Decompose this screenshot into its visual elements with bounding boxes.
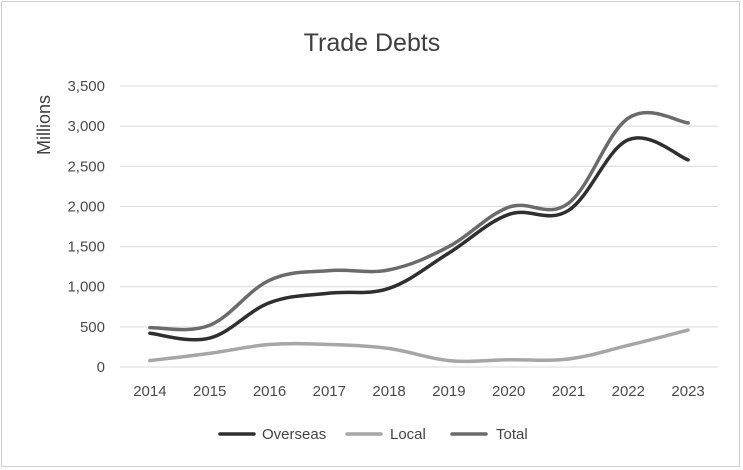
series-line-local <box>148 328 690 364</box>
legend-label-local: Local <box>390 426 426 443</box>
y-axis-ticks: 0 500 1,000 1,500 2,000 2,500 3,000 3,500 <box>67 78 105 376</box>
y-tick-label: 3,000 <box>67 118 105 135</box>
y-tick-label: 500 <box>80 319 105 336</box>
x-tick-label: 2015 <box>193 383 226 400</box>
legend-label-overseas: Overseas <box>262 426 326 443</box>
y-tick-label: 1,000 <box>67 279 105 296</box>
legend: Overseas Local Total <box>218 426 528 443</box>
y-tick-label: 2,000 <box>67 198 105 215</box>
x-axis-ticks: 2014 2015 2016 2017 2018 2019 2020 2021 2022 2023 <box>133 383 705 400</box>
y-tick-label: 1,500 <box>67 239 105 256</box>
series-line-total <box>148 110 690 332</box>
y-tick-label: 3,500 <box>67 78 105 95</box>
series-line-overseas <box>148 136 690 342</box>
y-tick-label: 0 <box>97 359 105 376</box>
x-tick-label: 2020 <box>492 383 525 400</box>
x-tick-label: 2019 <box>432 383 465 400</box>
legend-label-total: Total <box>496 426 528 443</box>
chart-title: Trade Debts <box>304 29 441 57</box>
y-tick-label: 2,500 <box>67 158 105 175</box>
x-tick-label: 2022 <box>612 383 645 400</box>
y-axis-label: Millions <box>34 95 54 155</box>
x-tick-label: 2021 <box>552 383 585 400</box>
x-tick-label: 2016 <box>253 383 286 400</box>
x-tick-label: 2018 <box>372 383 405 400</box>
x-tick-label: 2017 <box>313 383 346 400</box>
x-tick-label: 2014 <box>133 383 166 400</box>
x-tick-label: 2023 <box>671 383 704 400</box>
series-lines <box>148 110 690 364</box>
